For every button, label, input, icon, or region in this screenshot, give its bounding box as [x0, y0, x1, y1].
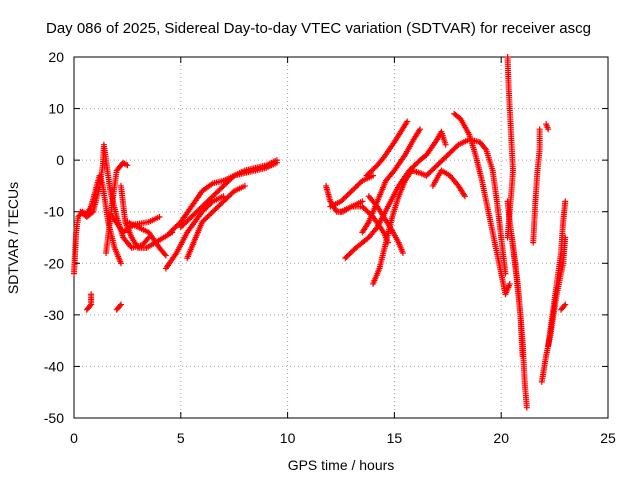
x-axis-label: GPS time / hours	[288, 457, 395, 473]
series-s21	[423, 136, 509, 277]
data-point	[229, 189, 236, 196]
series-s12	[113, 301, 124, 313]
series-s23	[423, 128, 449, 158]
y-tick-label: -20	[44, 255, 64, 271]
series-s17	[359, 126, 424, 236]
series-s27	[508, 234, 526, 360]
data-point	[399, 249, 406, 256]
series-s20	[363, 118, 411, 179]
series-s07	[162, 193, 227, 272]
x-tick-labels: 0 5 10 15 20 25	[70, 430, 616, 446]
series-s02	[77, 141, 152, 251]
data-point	[519, 353, 526, 360]
data-point	[506, 280, 513, 287]
data-point	[229, 173, 236, 180]
series-s08	[167, 159, 280, 236]
ticks	[73, 56, 609, 419]
series-s29	[545, 198, 569, 349]
data-point	[144, 235, 151, 242]
y-tick-label: -30	[44, 307, 64, 323]
series-s31	[543, 121, 552, 133]
series-s10	[177, 157, 280, 231]
series-s18	[365, 193, 406, 256]
series-s24	[429, 167, 468, 200]
data-point	[117, 260, 124, 267]
x-tick-label: 25	[600, 430, 616, 446]
data-point	[124, 162, 131, 169]
data-point	[359, 198, 366, 205]
series-s22	[451, 110, 513, 298]
chart-title: Day 086 of 2025, Sidereal Day-to-day VTE…	[46, 20, 591, 37]
y-tick-labels: 20 10 0 -10 -20 -30 -40 -50	[44, 49, 64, 426]
data-point	[461, 193, 468, 200]
data-point	[162, 252, 169, 259]
y-tick-label: -50	[44, 410, 64, 426]
y-tick-label: -40	[44, 358, 64, 374]
y-tick-label: 10	[48, 101, 64, 117]
y-tick-label: 0	[56, 152, 64, 168]
y-axis-label: SDTVAR / TECUs	[5, 182, 21, 294]
series-s32	[558, 301, 569, 313]
data-point	[417, 126, 424, 133]
series-s19	[370, 167, 430, 287]
data-point	[562, 234, 569, 241]
data-point	[273, 157, 280, 164]
y-tick-label: -10	[44, 204, 64, 220]
data-point	[161, 251, 168, 258]
series-s14	[327, 172, 377, 210]
data-point	[545, 126, 552, 133]
data-point	[404, 118, 411, 125]
x-tick-label: 10	[280, 430, 296, 446]
data-point	[358, 179, 365, 186]
series-s30	[538, 234, 569, 385]
data-point	[562, 198, 569, 205]
data-point	[87, 302, 94, 309]
x-tick-label: 0	[70, 430, 78, 446]
data-point	[117, 301, 124, 308]
data-point	[116, 302, 123, 309]
y-tick-label: 20	[48, 49, 64, 65]
series-s06	[124, 219, 169, 259]
data-point	[241, 182, 248, 189]
series-s09	[184, 182, 248, 262]
data-point	[523, 404, 530, 411]
data-point	[536, 126, 543, 133]
x-tick-label: 15	[387, 430, 403, 446]
series-s28	[530, 126, 543, 246]
data-point	[482, 145, 489, 152]
data-point	[370, 172, 377, 179]
x-tick-label: 5	[177, 430, 185, 446]
data-point	[561, 302, 568, 309]
data-point	[562, 301, 569, 308]
data-points	[71, 54, 569, 411]
data-point	[156, 213, 163, 220]
data-point	[454, 142, 461, 149]
data-point	[88, 291, 95, 298]
grid	[74, 57, 608, 418]
data-point	[442, 141, 449, 148]
x-tick-label: 20	[493, 430, 509, 446]
series-s11	[83, 291, 95, 313]
